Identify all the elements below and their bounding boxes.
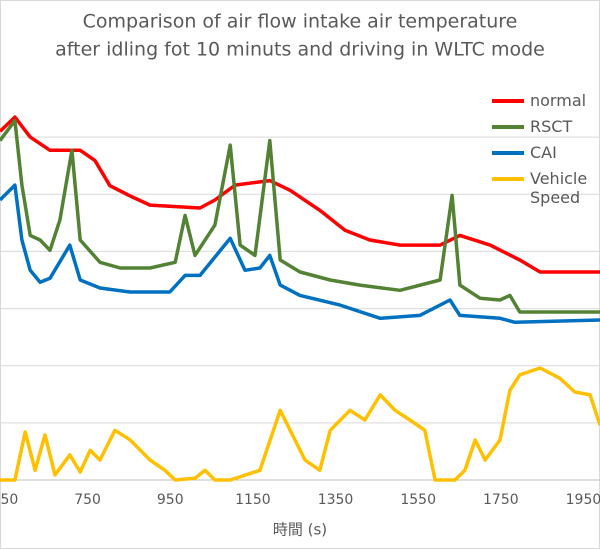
x-tick-label: 1350 xyxy=(318,492,354,508)
x-tick-label: 1550 xyxy=(400,492,436,508)
line-series xyxy=(0,115,600,274)
x-tick-label: 950 xyxy=(157,492,184,508)
x-tick-label: 1950 xyxy=(566,492,600,508)
legend-label: normal xyxy=(530,91,587,110)
x-tick-label: 1750 xyxy=(483,492,519,508)
x-tick-label: 750 xyxy=(74,492,101,508)
x-tick-label: 1150 xyxy=(235,492,271,508)
legend-label: RSCT xyxy=(530,117,573,136)
line-series xyxy=(0,118,600,314)
chart-title: Comparison of air flow intake air temper… xyxy=(83,11,518,33)
x-tick-label: 550 xyxy=(0,492,18,508)
legend-label: Vehicle Speed xyxy=(530,169,588,207)
x-axis-label: 時間 (s) xyxy=(273,521,327,539)
chart-title: after idling fot 10 minuts and driving i… xyxy=(55,39,545,61)
line-series xyxy=(0,366,600,482)
line-series xyxy=(0,183,600,325)
legend-label: CAI xyxy=(530,143,557,162)
